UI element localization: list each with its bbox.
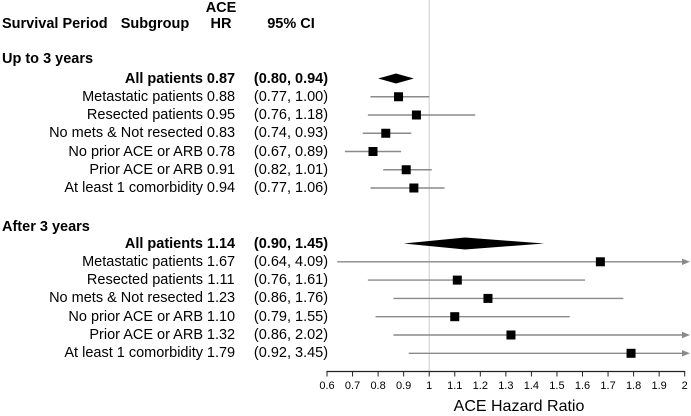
point-estimate-square (394, 92, 404, 102)
subgroup-label: Resected patients (86, 107, 203, 123)
subgroup-label: No mets & Not resected (49, 125, 203, 142)
group-label-up-to-3-years: Up to 3 years (2, 51, 94, 67)
x-axis-tick-label: 1.8 (626, 380, 641, 392)
hr-value: 1.67 (206, 253, 236, 270)
column-header-survival-period: Survival Period (2, 16, 108, 32)
x-axis-tick-label: 0.9 (396, 380, 411, 392)
hr-value: 0.95 (206, 107, 236, 123)
x-axis-tick-label: 1.3 (498, 380, 513, 392)
point-estimate-square (368, 147, 378, 156)
x-axis-tick-label: 1.4 (524, 380, 539, 392)
hr-value: 0.83 (206, 125, 236, 142)
subgroup-label: No mets & Not resected (49, 290, 203, 307)
ci-value: (0.76, 1.18) (253, 107, 329, 123)
hr-value: 0.88 (206, 88, 236, 105)
summary-diamond (403, 237, 545, 250)
point-estimate-square (452, 275, 462, 285)
hr-value: 1.32 (206, 327, 236, 343)
group-label-after-3-years: After 3 years (2, 219, 90, 235)
point-estimate-square (381, 128, 391, 138)
ci-arrow-right-icon (682, 350, 690, 357)
subgroup-label: Prior ACE or ARB (89, 161, 203, 178)
summary-diamond (378, 73, 414, 84)
ci-arrow-right-icon (682, 331, 690, 339)
ci-value: (0.67, 0.89) (253, 143, 329, 160)
subgroup-label: All patients (124, 235, 203, 252)
x-axis-tick-label: 0.6 (319, 380, 334, 392)
hr-value: 0.87 (206, 70, 236, 87)
ci-value: (0.86, 2.02) (253, 327, 329, 343)
ci-value: (0.92, 3.45) (253, 345, 329, 362)
point-estimate-square (450, 312, 460, 322)
hr-value: 1.11 (207, 272, 235, 289)
hr-value: 1.10 (206, 308, 236, 325)
x-axis-tick-label: 1 (426, 380, 432, 392)
ci-value: (0.76, 1.61) (253, 272, 329, 289)
x-axis-tick-label: 0.7 (345, 380, 360, 392)
column-header-ace: ACE (205, 0, 237, 16)
x-axis-tick-label: 2 (682, 380, 688, 392)
ci-value: (0.74, 0.93) (253, 125, 329, 142)
x-axis-tick-label: 1.9 (652, 380, 667, 392)
ci-value: (0.80, 0.94) (253, 70, 329, 87)
hr-value: 0.78 (206, 143, 236, 160)
x-axis-tick-label: 1.2 (473, 380, 488, 392)
point-estimate-square (401, 165, 411, 175)
column-header-ci: 95% CI (267, 16, 315, 32)
ci-value: (0.82, 1.01) (253, 161, 329, 178)
column-header-subgroup: Subgroup (120, 16, 190, 32)
subgroup-label: Prior ACE or ARB (89, 327, 203, 343)
hr-value: 1.23 (206, 290, 236, 307)
point-estimate-square (483, 293, 493, 303)
point-estimate-square (595, 257, 605, 267)
ci-value: (0.64, 4.09) (253, 253, 329, 270)
ci-arrow-right-icon (682, 258, 690, 265)
x-axis-tick-label: 1.1 (447, 380, 462, 392)
subgroup-label: No prior ACE or ARB (68, 308, 203, 325)
ci-value: (0.77, 1.06) (253, 180, 329, 196)
subgroup-label: No prior ACE or ARB (68, 143, 203, 160)
subgroup-label: Metastatic patients (82, 88, 203, 105)
subgroup-label: At least 1 comorbidity (64, 180, 203, 196)
subgroup-label: All patients (124, 70, 203, 87)
ci-value: (0.90, 1.45) (253, 235, 329, 252)
hr-value: 1.79 (206, 345, 236, 362)
point-estimate-square (409, 183, 419, 193)
point-estimate-square (506, 330, 516, 340)
subgroup-label: Resected patients (86, 272, 203, 289)
column-header-hr: HR (210, 16, 232, 32)
ci-value: (0.79, 1.55) (253, 308, 329, 325)
hr-value: 1.14 (206, 235, 236, 252)
subgroup-label: Metastatic patients (82, 253, 203, 270)
point-estimate-square (626, 348, 636, 358)
x-axis-tick-label: 1.5 (549, 380, 564, 392)
subgroup-label: At least 1 comorbidity (64, 345, 203, 362)
hr-value: 0.91 (206, 161, 236, 178)
ci-value: (0.77, 1.00) (253, 88, 329, 105)
x-axis-tick-label: 1.6 (575, 380, 590, 392)
point-estimate-square (411, 110, 421, 120)
hr-value: 0.94 (206, 180, 236, 196)
x-axis-tick-label: 1.7 (600, 380, 615, 392)
ci-value: (0.86, 1.76) (253, 290, 329, 307)
x-axis-tick-label: 0.8 (370, 380, 385, 392)
x-axis-title: ACE Hazard Ratio (453, 398, 585, 415)
